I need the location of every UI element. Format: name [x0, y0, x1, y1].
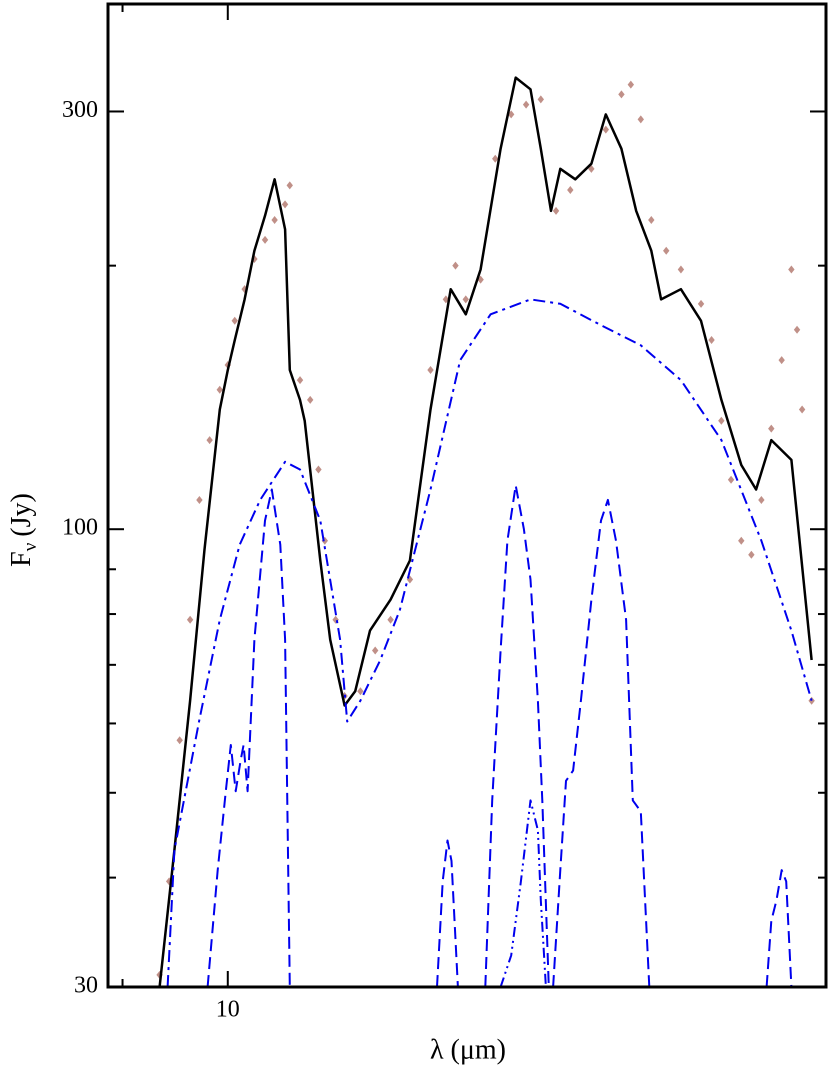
y-tick-label: 300	[62, 97, 98, 123]
data-point	[357, 687, 364, 696]
series-line	[158, 76, 813, 987]
data-point	[296, 376, 304, 385]
data-point	[315, 465, 322, 474]
data-point	[708, 335, 715, 344]
data-point	[241, 285, 248, 294]
data-point	[281, 200, 289, 209]
data-point	[492, 154, 499, 163]
data-point	[677, 265, 685, 274]
data-point	[748, 550, 755, 559]
data-point	[462, 295, 469, 304]
y-tick-label: 100	[62, 515, 98, 541]
data-point	[697, 299, 705, 308]
data-point	[186, 615, 194, 624]
data-point	[206, 436, 213, 445]
data-point	[738, 536, 745, 545]
data-point	[663, 246, 670, 255]
data-point	[307, 395, 314, 404]
data-point	[286, 181, 293, 190]
data-point	[176, 736, 183, 745]
data-point	[567, 186, 574, 195]
data-point	[537, 95, 545, 104]
data-point	[602, 125, 610, 134]
data-point	[216, 385, 223, 394]
y-axis-label: Fν (Jy)	[6, 493, 41, 567]
y-label-unit: (Jy)	[6, 493, 37, 537]
plot-frame	[106, 2, 828, 989]
y-label-main: F	[6, 551, 37, 567]
data-point	[637, 115, 644, 124]
data-point	[231, 316, 238, 325]
data-point	[427, 366, 434, 375]
data-point	[522, 100, 530, 109]
data-point	[788, 265, 795, 274]
data-point	[371, 646, 379, 655]
data-point	[452, 261, 459, 270]
data-point	[768, 424, 775, 433]
data-point	[778, 356, 785, 365]
data-point	[196, 495, 203, 504]
x-axis-label: λ (μm)	[430, 1034, 506, 1065]
data-point	[727, 475, 735, 484]
data-point	[271, 216, 278, 225]
data-point	[627, 80, 635, 89]
data-point	[798, 405, 806, 414]
data-point	[552, 206, 560, 215]
y-tick-label: 30	[74, 973, 98, 999]
x-tick-label: 10	[216, 997, 240, 1023]
series-line	[166, 298, 813, 987]
series-line	[206, 484, 793, 987]
y-label-sub: ν	[20, 542, 41, 551]
data-point	[718, 416, 725, 425]
data-point	[618, 90, 625, 99]
data-point	[387, 615, 394, 624]
data-point	[648, 216, 655, 225]
data-point	[507, 110, 515, 119]
data-point	[261, 235, 269, 244]
series-line	[499, 799, 547, 987]
plot-area	[156, 76, 815, 987]
data-point	[793, 325, 801, 334]
data-point	[758, 495, 765, 504]
